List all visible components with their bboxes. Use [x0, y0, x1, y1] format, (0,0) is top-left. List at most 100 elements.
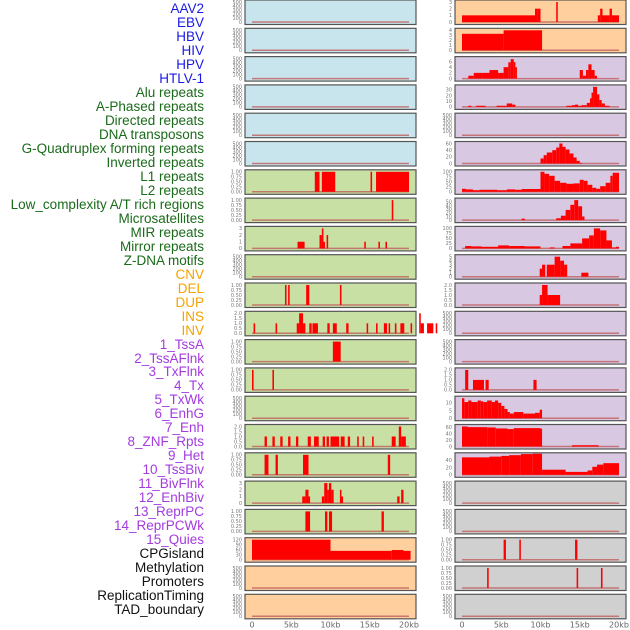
y-tick-label: 0.5	[234, 326, 242, 332]
bar	[560, 260, 565, 277]
bar	[462, 398, 465, 419]
bar	[370, 171, 373, 192]
bar	[362, 436, 365, 447]
track-label: HPV	[176, 56, 204, 72]
bar	[515, 67, 517, 79]
bar	[575, 104, 579, 107]
track-19: 0.000.250.500.751.00	[231, 508, 417, 535]
track-label: DUP	[175, 294, 204, 310]
track-label: 6_EnhG	[154, 406, 204, 422]
y-tick-label: 300	[232, 8, 242, 14]
bar	[565, 471, 588, 475]
x-tick-label: 5kb	[284, 621, 299, 630]
bar	[587, 470, 593, 475]
y-tick-label: 100	[232, 412, 242, 418]
bar	[321, 171, 336, 192]
y-tick-label: 1	[449, 13, 452, 19]
bar	[591, 70, 595, 79]
y-tick-label: 0.0	[444, 303, 452, 309]
bar	[612, 172, 619, 192]
bar	[532, 453, 543, 475]
track-background	[244, 197, 417, 224]
bar	[556, 2, 558, 22]
bar	[427, 323, 434, 334]
y-tick-label: 0.50	[441, 576, 452, 582]
y-tick-label: 300	[232, 263, 242, 269]
track-labels: AAV2 EBV HBV HIV HPV HTLV-1 Alu repeats A-Phase…	[0, 0, 204, 630]
bar	[476, 105, 486, 107]
track-label: 14_ReprPCWk	[113, 518, 204, 534]
bar	[583, 180, 588, 192]
y-tick-label: 100	[442, 497, 452, 503]
bar	[322, 436, 326, 447]
y-tick-label: 20	[446, 211, 452, 217]
bar	[560, 182, 567, 192]
bar	[576, 568, 579, 588]
track-background	[244, 0, 417, 26]
bar	[307, 436, 311, 447]
bar	[565, 209, 571, 221]
x-tick-label: 20kb	[399, 621, 419, 630]
track-14: 0.000.250.500.751.00	[231, 367, 417, 394]
bar	[539, 295, 543, 305]
y-tick-label: 0.25	[441, 553, 452, 559]
y-tick-label: 500	[232, 255, 242, 261]
y-tick-label: 0.50	[231, 208, 242, 214]
y-tick-label: 400	[232, 89, 242, 95]
bar	[506, 103, 513, 107]
track-label: A-Phased repeats	[95, 98, 204, 114]
bar	[539, 409, 543, 419]
bar	[562, 246, 571, 249]
bar	[549, 175, 555, 192]
bar	[306, 285, 310, 305]
bar	[328, 511, 333, 532]
y-tick-label: 0	[239, 161, 242, 167]
y-tick-label: 200	[232, 153, 242, 159]
y-tick-label: 20	[446, 465, 452, 471]
track-12: 0.00.51.01.52.0	[234, 310, 438, 337]
track-label: CPGisland	[139, 546, 204, 562]
bar	[600, 568, 603, 588]
track-label: Mirror repeats	[119, 238, 204, 254]
y-tick-label: 1.0	[444, 293, 452, 299]
y-tick-label: 0.25	[231, 213, 242, 219]
y-tick-label: 5	[449, 255, 452, 261]
bar	[330, 436, 340, 447]
bar	[477, 400, 481, 419]
bar	[465, 189, 473, 192]
bar	[398, 426, 402, 447]
y-tick-label: 0.75	[231, 203, 242, 209]
bar	[600, 186, 606, 192]
track-13: 0.000.250.500.751.00	[231, 339, 417, 365]
y-tick-label: 5	[449, 408, 452, 414]
bar	[472, 379, 484, 390]
y-tick-label: 2	[449, 6, 452, 12]
track-label: 8_ZNF_Rpts	[127, 434, 204, 450]
bar	[381, 511, 384, 532]
y-tick-label: 300	[232, 149, 242, 155]
y-tick-label: 0.50	[231, 463, 242, 469]
track-15: 0 510	[446, 395, 627, 422]
y-tick-label: 400	[442, 343, 452, 349]
track-label: HTLV-1	[159, 70, 204, 86]
bar	[560, 215, 566, 221]
y-tick-label: 0	[449, 76, 452, 82]
y-tick-label: 100	[232, 157, 242, 163]
bar	[565, 149, 570, 164]
y-tick-label: 50	[446, 200, 452, 206]
track-background	[244, 452, 417, 478]
y-tick-label: 300	[442, 602, 452, 608]
y-tick-label: 0.5	[444, 383, 452, 389]
bar	[509, 246, 525, 249]
bar	[483, 402, 488, 419]
y-tick-label: 400	[442, 485, 452, 491]
y-tick-label: 6	[449, 59, 452, 65]
